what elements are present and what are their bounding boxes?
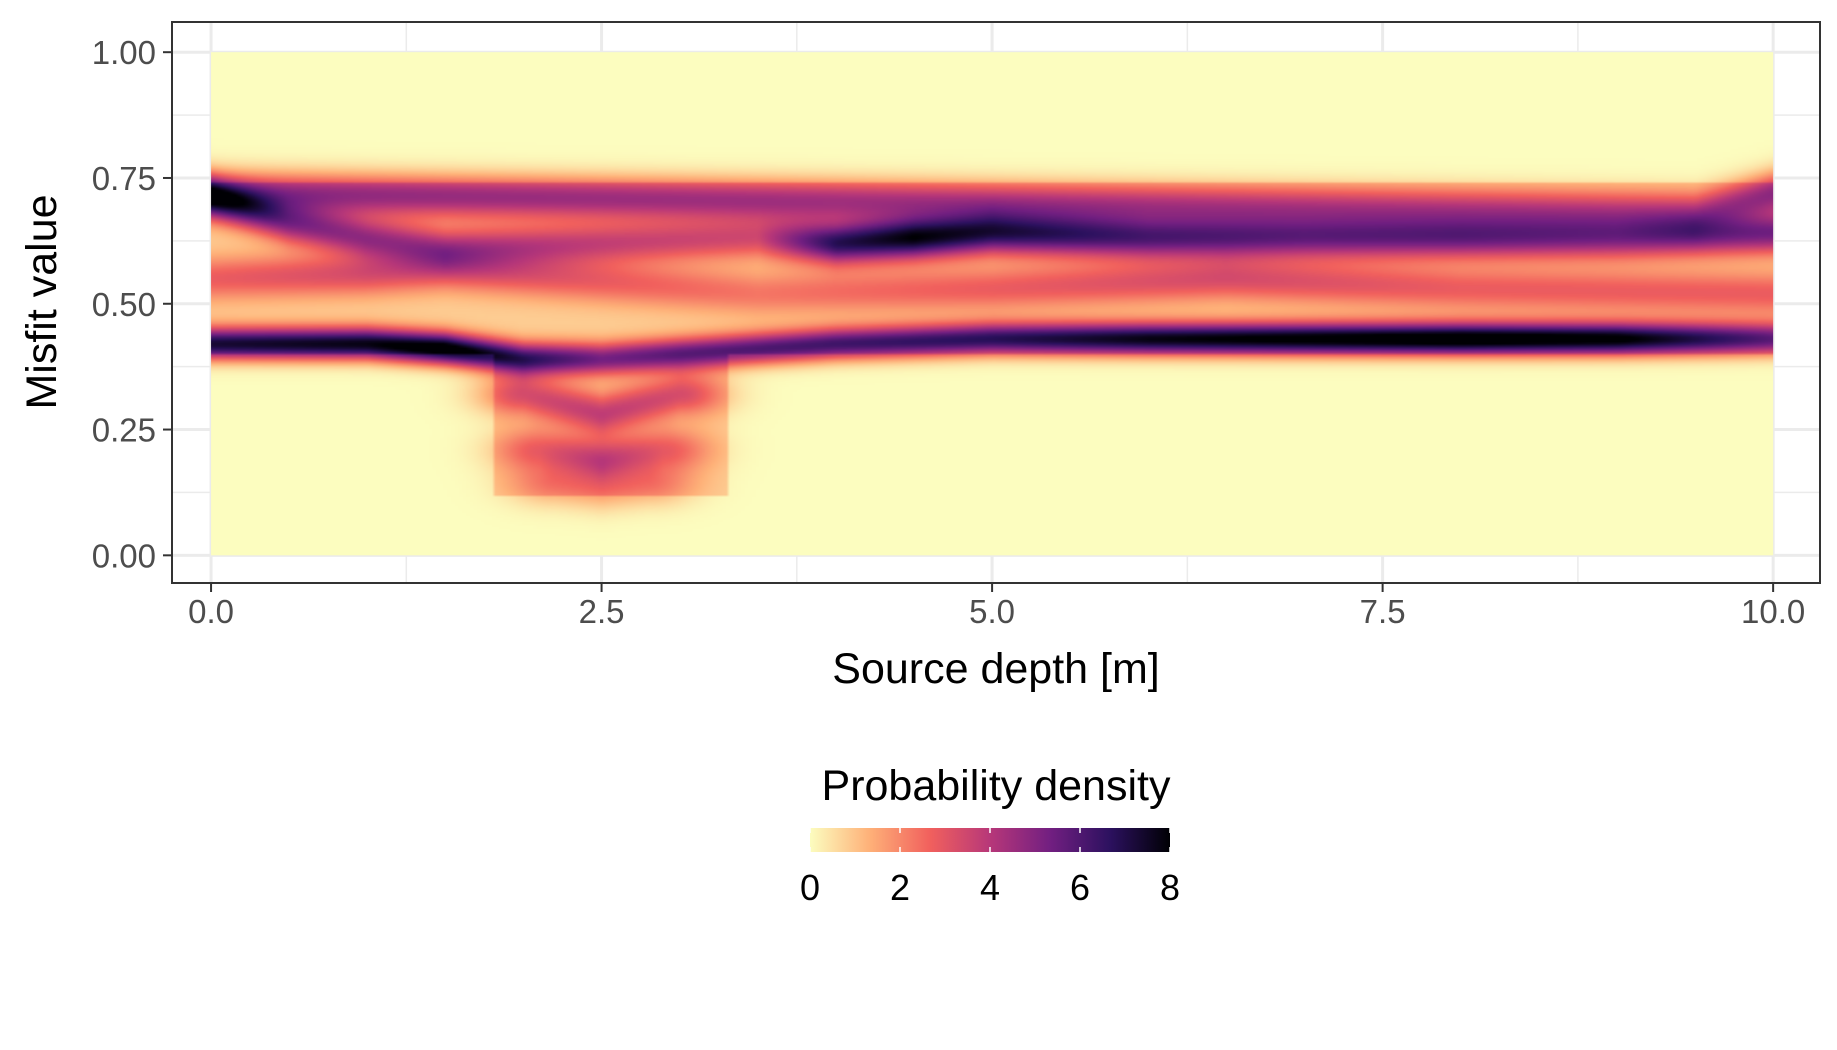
x-tick-label: 5.0 xyxy=(969,593,1015,630)
legend-tick-label: 8 xyxy=(1160,867,1180,908)
y-tick-label: 0.25 xyxy=(92,412,156,449)
legend-tick-label: 4 xyxy=(980,867,1000,908)
x-axis-title: Source depth [m] xyxy=(832,645,1159,693)
y-tick-label: 0.00 xyxy=(92,537,156,574)
x-tick-label: 0.0 xyxy=(188,593,234,630)
density-raster xyxy=(211,52,1774,556)
density-field xyxy=(211,52,1774,556)
y-tick-label: 0.75 xyxy=(92,160,156,197)
legend-tick-label: 6 xyxy=(1070,867,1090,908)
legend-tick-label: 0 xyxy=(800,867,820,908)
plot-panel-border xyxy=(171,21,1821,584)
y-tick-label: 1.00 xyxy=(92,34,156,71)
x-tick-label: 7.5 xyxy=(1360,593,1406,630)
legend: Probability density 0 2 4 6 8 xyxy=(800,762,1180,908)
x-tick-label: 2.5 xyxy=(579,593,625,630)
y-axis: 0.00 0.25 0.50 0.75 1.00 xyxy=(92,34,172,574)
y-axis-title: Misfit value xyxy=(18,194,66,409)
y-tick-label: 0.50 xyxy=(92,286,156,323)
legend-title: Probability density xyxy=(822,762,1171,810)
x-axis: 0.0 2.5 5.0 7.5 10.0 xyxy=(188,583,1805,630)
legend-tick-label: 2 xyxy=(890,867,910,908)
x-tick-label: 10.0 xyxy=(1741,593,1805,630)
legend-ticks: 0 2 4 6 8 xyxy=(800,828,1180,908)
